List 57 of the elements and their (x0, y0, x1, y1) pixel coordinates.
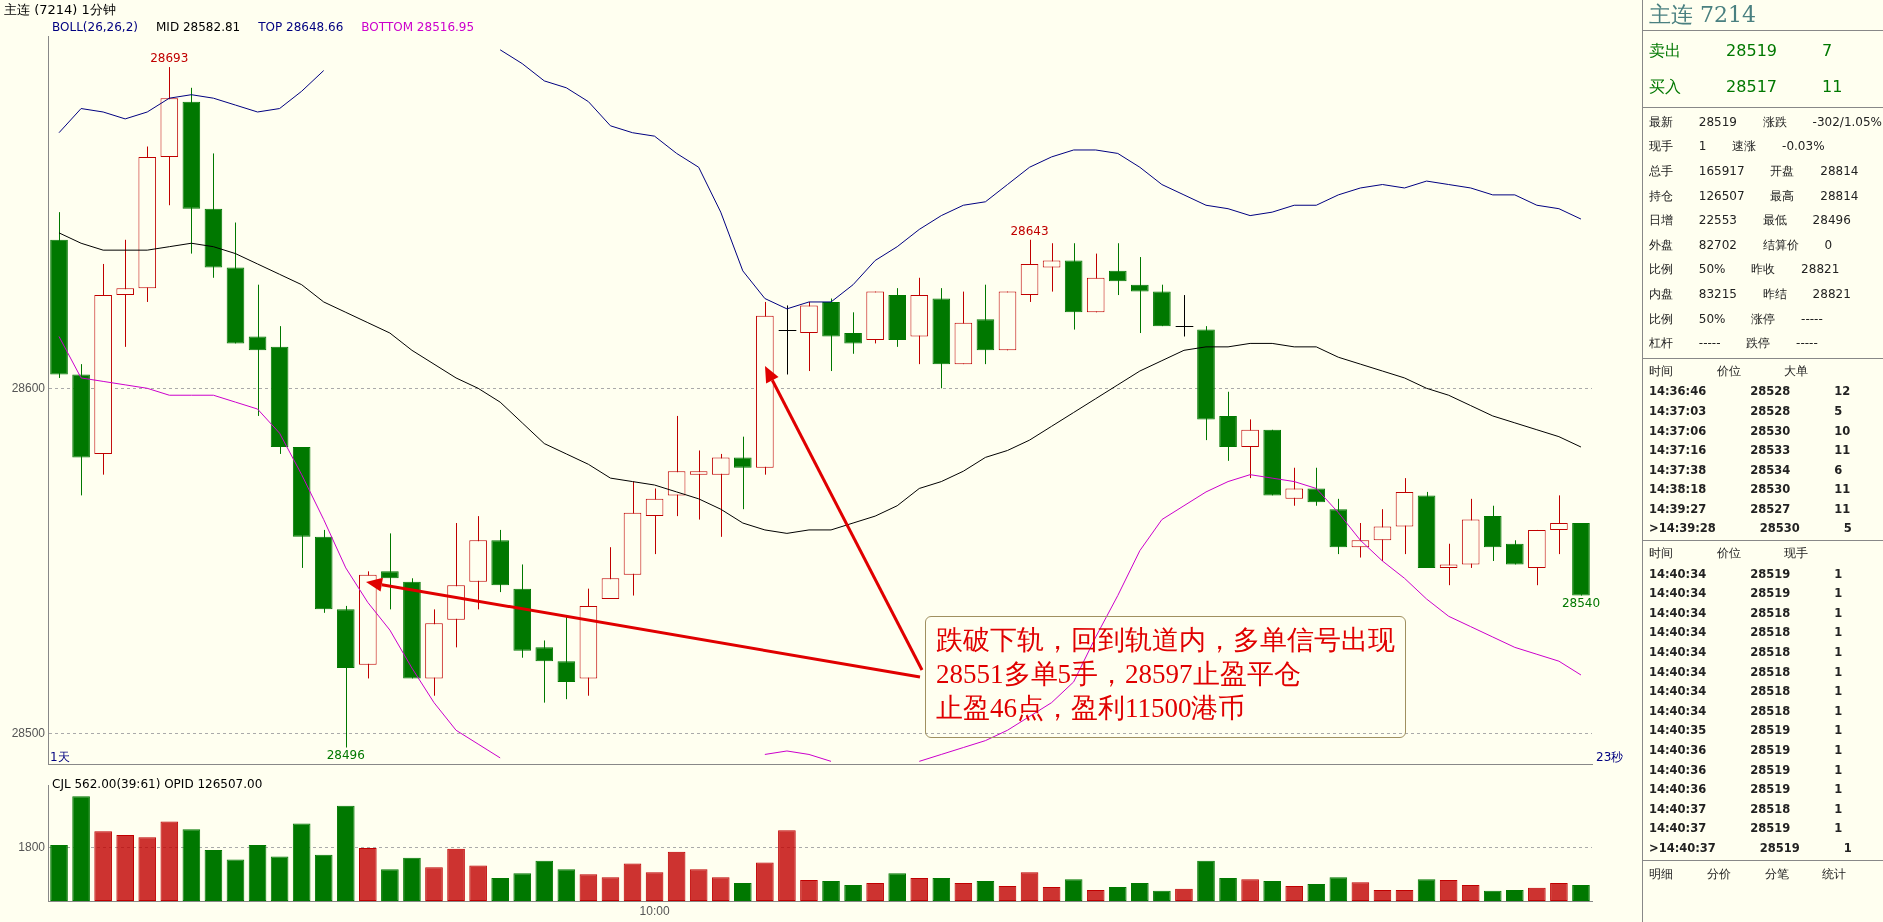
text: 28496 (326, 747, 365, 762)
chart-title: 主连 (7214) 1分钟 (4, 2, 116, 17)
y-tick-label: 28600 (11, 380, 46, 395)
annotation: 跌破下轨，回到轨道内，多单信号出现 (936, 624, 1395, 657)
text: 14:40:36 28519 1 (1649, 781, 1844, 799)
text: 14:37:03 28528 5 (1649, 402, 1844, 420)
text: 持仓 126507 最高 28814 (1649, 187, 1860, 205)
text: 14:40:34 28518 1 (1649, 663, 1844, 681)
text: MID 28582.81 (156, 20, 241, 34)
text: 总手 165917 开盘 28814 (1649, 163, 1860, 180)
text: 内盘 83215 昨结 28821 (1649, 285, 1852, 303)
text: 主连 7214 (1643, 0, 1883, 31)
text: 杠杆 ----- 跌停 ----- (1649, 335, 1819, 353)
text: 外盘 82702 结算价 0 (1649, 236, 1834, 254)
legend-title: BOLL(26,26,2) (52, 20, 139, 34)
text: 14:40:34 28519 1 (1649, 565, 1844, 583)
text: 买入 28517 11 (1649, 75, 1844, 98)
text: 14:37:16 28533 11 (1649, 442, 1852, 460)
text: >14:40:37 28519 1 (1649, 840, 1853, 857)
y-tick-label: 28500 (11, 726, 46, 741)
text: 比例 50% 昨收 28821 (1649, 261, 1841, 279)
text: 卖出 28519 7 (1649, 39, 1834, 62)
text: 现手 1 速涨 -0.03% (1649, 138, 1826, 156)
annotation: 1天 (50, 748, 70, 766)
text: 时间 价位 大单 (1649, 362, 1810, 380)
text: TOP 28648.66 (258, 20, 344, 34)
text: 14:39:27 28527 11 (1649, 500, 1852, 518)
text: 14:40:34 28518 1 (1649, 702, 1844, 720)
text: 14:38:18 28530 11 (1649, 481, 1852, 499)
text: 14:37:38 28534 6 (1649, 461, 1844, 479)
text: 14:40:34 28518 1 (1649, 604, 1844, 622)
text: 28693 (150, 51, 189, 66)
text: 日增 22553 最低 28496 (1649, 212, 1852, 230)
text: 14:40:35 28519 1 (1649, 722, 1844, 740)
chart-title: CJL 562.00(39:61) OPID 126507.00 (52, 777, 263, 791)
text: 28643 (1010, 223, 1049, 238)
text: 14:40:36 28519 1 (1649, 761, 1844, 779)
text: 14:40:34 28518 1 (1649, 624, 1844, 642)
text: 时间 价位 现手 (1649, 545, 1810, 563)
text: 14:40:37 28518 1 (1649, 800, 1844, 818)
text: 14:40:37 28519 1 (1649, 820, 1844, 838)
text: >14:39:28 28530 5 (1649, 520, 1853, 538)
text: 比例 50% 涨停 ----- (1649, 310, 1824, 328)
text: 最新 28519 涨跌 -302/1.05% (1649, 113, 1883, 131)
y-tick-label: 1800 (18, 840, 46, 855)
text: 28540 (1561, 595, 1601, 610)
annotation: 止盈46点，盈利11500港币 (936, 692, 1247, 725)
text: 明细 分价 分笔 统计 (1649, 865, 1848, 883)
text: BOTTOM 28516.95 (361, 20, 475, 34)
text: 14:40:34 28518 1 (1649, 644, 1844, 662)
text: 14:40:36 28519 1 (1649, 742, 1844, 759)
text: 23秒 (1596, 748, 1624, 766)
x-tick-label: 10:00 (639, 904, 670, 919)
text: 14:37:06 28530 10 (1649, 422, 1852, 440)
text: 14:36:46 28528 12 (1649, 383, 1852, 401)
text: 14:40:34 28518 1 (1649, 683, 1844, 701)
text: 14:40:34 28519 1 (1649, 585, 1844, 603)
